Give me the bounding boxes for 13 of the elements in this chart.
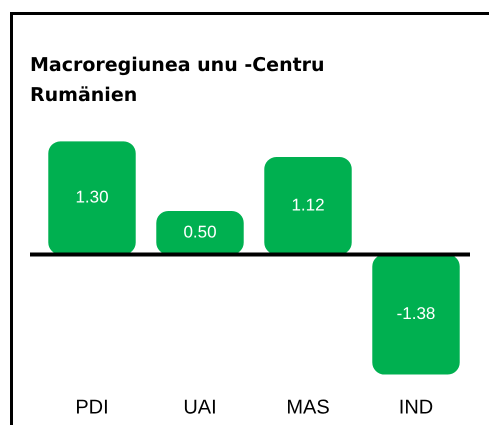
- x-tick-label: UAI: [183, 396, 217, 419]
- data-label: 1.12: [291, 195, 325, 214]
- data-label: 0.50: [183, 222, 217, 242]
- chart-title: Macroregiunea unu -Centru Rumänien: [30, 53, 326, 108]
- bar: [156, 211, 244, 254]
- x-tick-label: MAS: [286, 396, 330, 419]
- data-label: 1.30: [75, 188, 109, 207]
- bar: [372, 254, 460, 375]
- bar: [264, 157, 352, 254]
- x-tick-label: IND: [398, 396, 434, 419]
- x-tick-label: PDI: [75, 396, 109, 419]
- data-label: -1.38: [396, 304, 436, 324]
- bar: [48, 141, 136, 254]
